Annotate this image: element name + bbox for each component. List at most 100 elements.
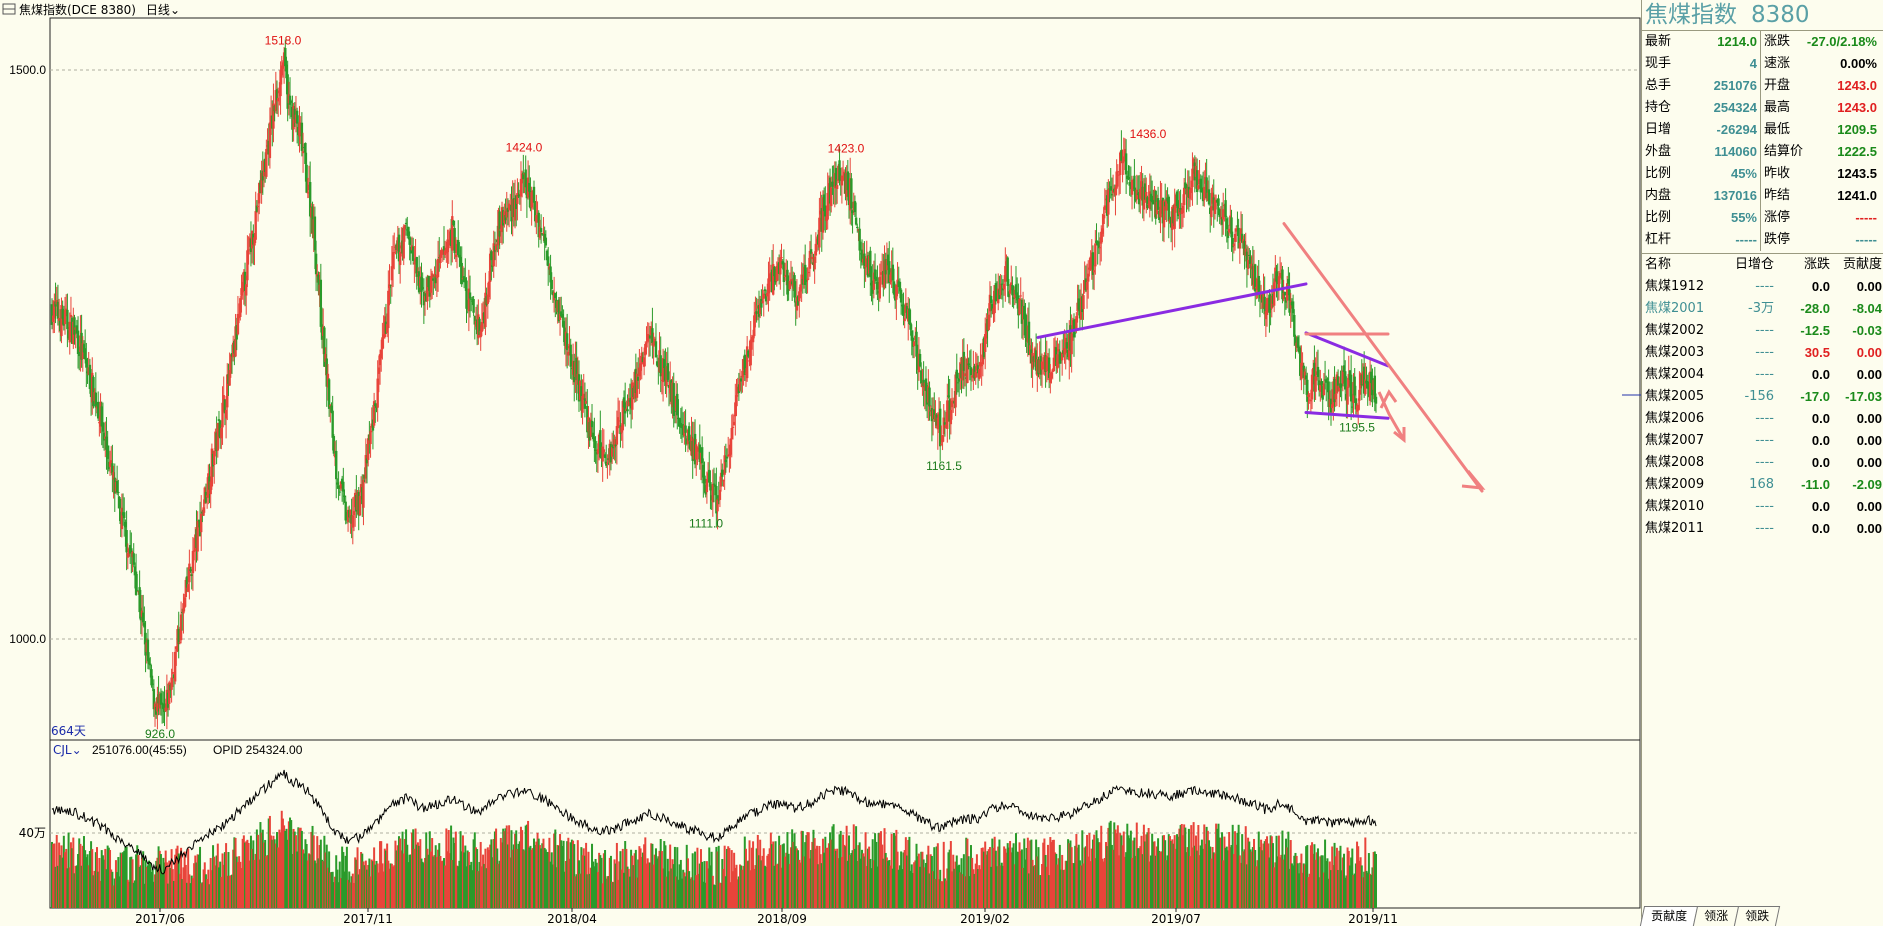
candle-body <box>197 519 201 522</box>
candle-body <box>716 499 719 512</box>
volume-bar <box>953 868 956 908</box>
candle-body <box>1368 371 1372 401</box>
contract-name: 焦煤2009 <box>1645 477 1705 492</box>
volume-bar <box>400 850 403 908</box>
volume-bar <box>109 849 112 908</box>
volume-bar <box>1324 839 1327 908</box>
volume-bar <box>101 855 104 908</box>
candle-body <box>943 422 947 425</box>
column-header[interactable]: 贡献度 <box>1842 257 1882 272</box>
volume-bar <box>1340 870 1343 908</box>
candle-body <box>860 249 864 263</box>
volume-bar <box>196 854 199 908</box>
candle-body <box>947 395 950 397</box>
candle-body <box>1319 384 1322 392</box>
bottom-tabs: 贡献度 领涨 领跌 <box>1639 906 1781 926</box>
contract-row[interactable]: 焦煤2006 ---- 0.0 0.00 <box>1642 408 1883 430</box>
candle-body <box>602 449 606 453</box>
candle-body <box>1316 366 1320 377</box>
volume-bar <box>214 865 217 908</box>
volume-bar <box>201 882 204 908</box>
trendline <box>1036 282 1308 339</box>
volume-bar <box>869 858 872 908</box>
volume-bar <box>56 865 59 908</box>
volume-bar <box>703 861 706 908</box>
tab-0[interactable]: 贡献度 <box>1639 906 1699 926</box>
column-header[interactable]: 日增仓 <box>1734 257 1774 272</box>
contract-row[interactable]: 焦煤2009 168 -11.0 -2.09 <box>1642 474 1883 496</box>
volume-bar <box>911 873 914 908</box>
quote-row: 比例 55% 涨停 ----- <box>1642 207 1883 229</box>
volume-bar <box>795 848 798 908</box>
candle-body <box>863 253 866 269</box>
candle-body <box>1156 198 1160 210</box>
volume-bar <box>442 858 445 908</box>
volume-bar <box>961 874 964 908</box>
candle-body <box>1130 179 1134 195</box>
volume-bar <box>1003 846 1006 908</box>
volume-bar <box>210 870 213 908</box>
volume-bar <box>304 839 307 908</box>
volume-bar <box>838 834 841 908</box>
volume-bar <box>919 866 922 908</box>
candle-body <box>247 249 250 251</box>
tab-1[interactable]: 领涨 <box>1692 906 1740 926</box>
volume-bar <box>1343 853 1346 908</box>
candle-body <box>1018 298 1021 315</box>
column-header[interactable]: 涨跌 <box>1803 257 1830 272</box>
volume-bar <box>1154 855 1157 908</box>
candle-body <box>809 249 813 254</box>
volume-bar <box>59 855 62 908</box>
volume-bar <box>168 860 171 908</box>
volume-bar <box>1191 847 1194 908</box>
volume-bar <box>993 836 996 908</box>
candle-body <box>1091 252 1095 275</box>
volume-bar <box>653 854 656 908</box>
volume-bar <box>938 879 941 908</box>
volume-bar <box>1064 860 1067 908</box>
volume-bar <box>402 853 405 908</box>
candle-body <box>415 257 418 277</box>
volume-bar <box>139 865 142 908</box>
volume-bar <box>151 869 154 908</box>
contract-row[interactable]: 焦煤2010 ---- 0.0 0.00 <box>1642 496 1883 518</box>
contract-row[interactable]: 焦煤2005 -156 -17.0 -17.03 <box>1642 386 1883 408</box>
contract-row[interactable]: 焦煤2002 ---- -12.5 -0.03 <box>1642 320 1883 342</box>
candle-body <box>364 455 368 479</box>
volume-bar <box>660 851 663 908</box>
volume-bar <box>371 861 374 908</box>
candle-body <box>246 250 249 281</box>
contract-row[interactable]: 焦煤2003 ---- 30.5 0.00 <box>1642 342 1883 364</box>
volume-bar <box>294 835 297 908</box>
volume-bar <box>699 849 702 908</box>
contract-row[interactable]: 焦煤2004 ---- 0.0 0.00 <box>1642 364 1883 386</box>
volume-bar <box>229 875 232 908</box>
volume-bar <box>941 881 944 908</box>
candle-body <box>146 639 150 662</box>
contract-row[interactable]: 焦煤2007 ---- 0.0 0.00 <box>1642 430 1883 452</box>
volume-bar <box>575 874 578 908</box>
volume-bar <box>720 882 723 908</box>
candle-body <box>892 281 896 295</box>
candle-body <box>245 284 248 296</box>
contract-row[interactable]: 焦煤2011 ---- 0.0 0.00 <box>1642 518 1883 540</box>
volume-bar <box>239 861 242 908</box>
chart-area[interactable]: 1500.0 1000.0 40万 2017/06 2017/11 2018/04 2018… <box>0 0 1641 926</box>
volume-bar <box>826 847 829 908</box>
volume-bar <box>638 846 641 908</box>
volume-bar <box>1319 856 1322 908</box>
tab-2[interactable]: 领跌 <box>1733 906 1781 926</box>
column-header[interactable]: 名称 <box>1645 257 1672 272</box>
candle-body <box>69 314 73 318</box>
contract-row[interactable]: 焦煤1912 ---- 0.0 0.00 <box>1642 276 1883 298</box>
volume-bar <box>1158 850 1161 908</box>
period-selector[interactable]: 日线⌄ <box>146 1 180 18</box>
chart-settings-icon[interactable] <box>2 3 16 15</box>
contract-row[interactable]: 焦煤2001 -3万 -28.0 -8.04 <box>1642 298 1883 320</box>
volume-bar <box>457 866 460 908</box>
chart-title: 焦煤指数(DCE 8380) <box>19 2 136 17</box>
contract-row[interactable]: 焦煤2008 ---- 0.0 0.00 <box>1642 452 1883 474</box>
trendline <box>1282 222 1484 493</box>
candle-body <box>492 243 495 267</box>
